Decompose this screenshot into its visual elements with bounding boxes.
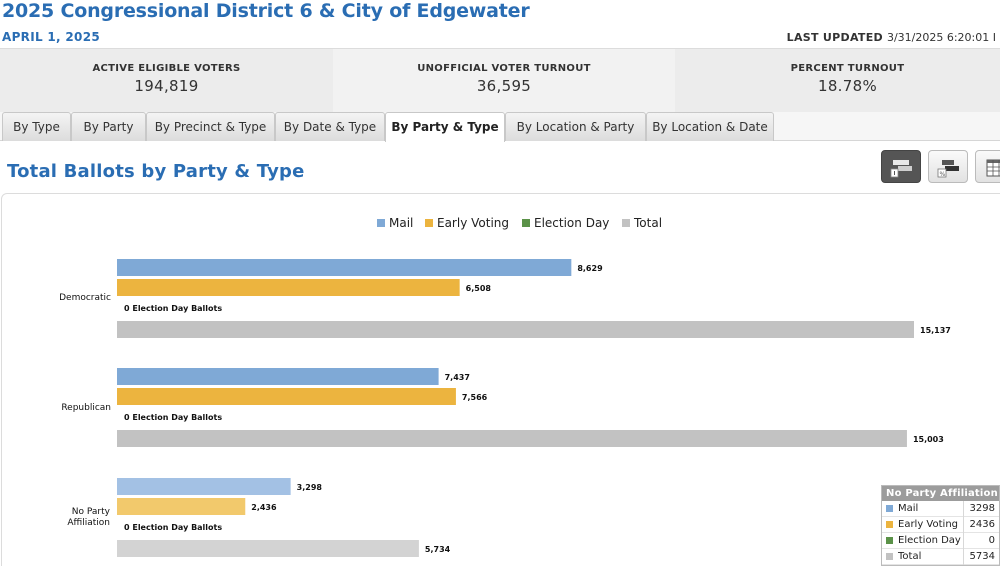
category-label-no-party-affiliation: No Party Affiliation	[67, 507, 110, 528]
tooltip-row-name: Total	[898, 551, 922, 562]
category-label-republican: Republican	[61, 403, 111, 413]
tooltip-row-name: Early Voting	[898, 519, 958, 530]
horizontal-bar-icon	[890, 160, 912, 178]
legend-item-total[interactable]: Total	[622, 216, 662, 232]
stat-value: 18.78%	[818, 77, 877, 95]
tab-by-location-date[interactable]: By Location & Date	[646, 112, 774, 141]
legend-item-early-voting[interactable]: Early Voting	[425, 216, 509, 232]
legend-swatch-mail	[377, 219, 385, 227]
tab-by-party-type[interactable]: By Party & Type	[385, 112, 505, 142]
legend-swatch-early-voting	[425, 219, 433, 227]
last-updated-label: LAST UPDATED	[786, 31, 883, 44]
data-label-no-party-affiliation-early-voting: 2,436	[251, 503, 277, 512]
tooltip-divider	[963, 501, 964, 517]
tooltip-swatch	[886, 553, 893, 560]
last-updated: LAST UPDATED 3/31/2025 6:20:01 I	[787, 31, 996, 44]
tooltip-row-value: 5734	[969, 551, 995, 562]
legend-label: Mail	[389, 216, 414, 230]
table-icon	[986, 159, 1000, 177]
tooltip-row-early-voting: Early Voting 2436	[882, 517, 999, 533]
bar-no-party-affiliation-total[interactable]	[117, 540, 419, 557]
last-updated-value: 3/31/2025 6:20:01 I	[886, 31, 996, 44]
data-label-republican-election-day: 0 Election Day Ballots	[124, 413, 222, 422]
data-label-democratic-total: 15,137	[920, 326, 951, 335]
data-label-republican-early-voting: 7,566	[462, 393, 488, 402]
page-title: 2025 Congressional District 6 & City of …	[2, 0, 530, 22]
stats-bar: ACTIVE ELIGIBLE VOTERS 194,819 UNOFFICIA…	[0, 48, 1000, 114]
legend-swatch-election-day	[522, 219, 530, 227]
bar-democratic-mail[interactable]	[117, 259, 572, 276]
svg-text:%: %	[940, 171, 946, 178]
tooltip-row-election-day: Election Day 0	[882, 533, 999, 549]
bar-republican-mail[interactable]	[117, 368, 439, 385]
tooltip-row-value: 0	[988, 535, 995, 546]
data-label-democratic-mail: 8,629	[577, 264, 603, 273]
chart-section-title: Total Ballots by Party & Type	[7, 161, 305, 182]
data-label-democratic-early-voting: 6,508	[466, 284, 492, 293]
stat-unofficial-voter-turnout: UNOFFICIAL VOTER TURNOUT 36,595	[333, 49, 675, 114]
stat-label: PERCENT TURNOUT	[790, 63, 905, 74]
tooltip-swatch	[886, 537, 893, 544]
legend-swatch-total	[622, 219, 630, 227]
legend-item-election-day[interactable]: Election Day	[522, 216, 609, 232]
legend-label: Election Day	[534, 216, 610, 230]
tooltip-divider	[963, 549, 964, 565]
bar-republican-total[interactable]	[117, 430, 907, 447]
bar-republican-early-voting[interactable]	[117, 388, 456, 405]
tooltip-divider	[963, 517, 964, 533]
stat-value: 36,595	[476, 77, 532, 95]
tooltip-row-value: 3298	[969, 503, 995, 514]
tab-by-precinct-type[interactable]: By Precinct & Type	[146, 112, 275, 141]
stat-active-eligible-voters: ACTIVE ELIGIBLE VOTERS 194,819	[0, 49, 333, 114]
bar-view-button[interactable]	[881, 150, 921, 183]
bar-democratic-total[interactable]	[117, 321, 914, 338]
tooltip-row-value: 2436	[969, 519, 995, 530]
bar-democratic-early-voting[interactable]	[117, 279, 460, 296]
stat-label: ACTIVE ELIGIBLE VOTERS	[92, 63, 241, 74]
tooltip-divider	[963, 533, 964, 549]
legend-item-mail[interactable]: Mail	[377, 216, 413, 232]
bar-no-party-affiliation-mail[interactable]	[117, 478, 291, 495]
tab-bar: By Type By Party By Precinct & Type By D…	[0, 112, 1000, 142]
tab-by-date-type[interactable]: By Date & Type	[275, 112, 385, 141]
bar-no-party-affiliation-early-voting[interactable]	[117, 498, 246, 515]
election-date: APRIL 1, 2025	[2, 30, 100, 44]
data-label-republican-total: 15,003	[913, 435, 944, 444]
tooltip-swatch	[886, 505, 893, 512]
stat-value: 194,819	[134, 77, 199, 95]
tooltip-swatch	[886, 521, 893, 528]
legend-label: Early Voting	[437, 216, 509, 230]
chart-tooltip: No Party Affiliation Mail 3298 Early Vot…	[881, 485, 1000, 566]
stat-percent-turnout: PERCENT TURNOUT 18.78%	[675, 49, 1000, 114]
chart-legend: Mail Early Voting Election Day Total	[0, 216, 1000, 232]
tooltip-title: No Party Affiliation	[882, 486, 999, 501]
table-view-button[interactable]	[975, 150, 1000, 183]
tab-by-type[interactable]: By Type	[2, 112, 71, 141]
stacked-view-button[interactable]: %	[928, 150, 968, 183]
category-label-democratic: Democratic	[59, 293, 111, 303]
data-label-no-party-affiliation-total: 5,734	[425, 545, 451, 554]
data-label-democratic-election-day: 0 Election Day Ballots	[124, 304, 222, 313]
stacked-bar-icon: %	[937, 160, 959, 178]
legend-label: Total	[634, 216, 663, 230]
data-label-republican-mail: 7,437	[445, 373, 470, 382]
tooltip-row-total: Total 5734	[882, 549, 999, 565]
stat-label: UNOFFICIAL VOTER TURNOUT	[417, 63, 591, 74]
data-label-no-party-affiliation-election-day: 0 Election Day Ballots	[124, 523, 222, 532]
tooltip-row-mail: Mail 3298	[882, 501, 999, 517]
data-label-no-party-affiliation-mail: 3,298	[297, 483, 323, 492]
tooltip-row-name: Election Day	[898, 535, 961, 546]
tooltip-row-name: Mail	[898, 503, 919, 514]
tab-by-party[interactable]: By Party	[71, 112, 146, 141]
tab-by-location-party[interactable]: By Location & Party	[505, 112, 646, 141]
